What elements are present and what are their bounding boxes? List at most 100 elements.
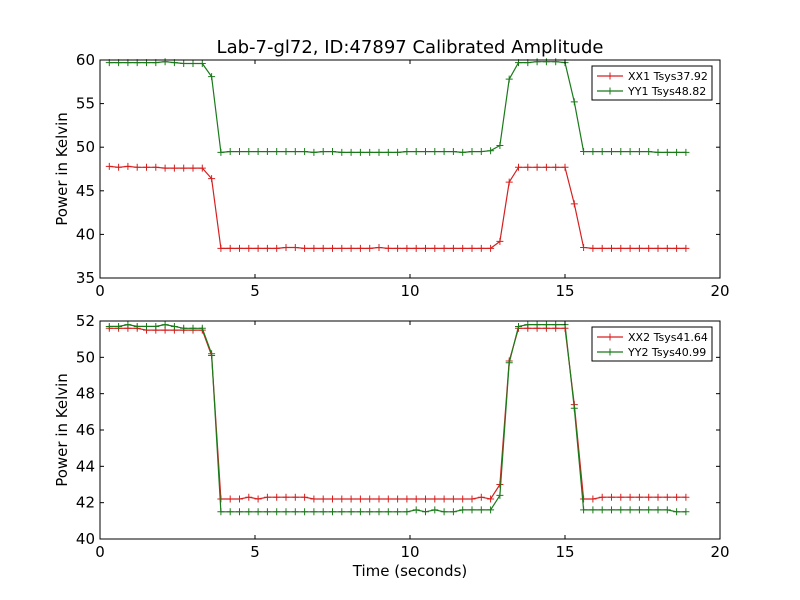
- data-point: [459, 506, 467, 514]
- data-point: [319, 244, 327, 252]
- data-point: [347, 148, 355, 156]
- data-point: [449, 244, 457, 252]
- data-point: [533, 321, 541, 329]
- data-point: [198, 164, 206, 172]
- data-point: [682, 148, 690, 156]
- data-point: [626, 493, 634, 501]
- data-point: [496, 237, 504, 245]
- data-point: [403, 508, 411, 516]
- data-point: [505, 75, 513, 83]
- data-point: [468, 495, 476, 503]
- data-point: [673, 508, 681, 516]
- data-point: [394, 148, 402, 156]
- data-point: [477, 148, 485, 156]
- data-point: [133, 322, 141, 330]
- x-tick-label: 20: [710, 282, 729, 300]
- data-point: [282, 148, 290, 156]
- x-tick-label: 0: [95, 282, 105, 300]
- bottom-y-axis-label: Power in Kelvin: [53, 373, 71, 487]
- data-point: [431, 506, 439, 514]
- data-point: [682, 508, 690, 516]
- data-point: [384, 148, 392, 156]
- data-point: [338, 244, 346, 252]
- data-point: [217, 495, 225, 503]
- data-point: [366, 244, 374, 252]
- y-tick-label: 45: [76, 182, 95, 200]
- data-point: [598, 148, 606, 156]
- data-point: [412, 495, 420, 503]
- data-point: [338, 495, 346, 503]
- data-point: [161, 58, 169, 66]
- data-point: [236, 495, 243, 503]
- data-point: [617, 244, 625, 252]
- data-point: [198, 59, 206, 67]
- data-point: [682, 493, 690, 501]
- legend-marker: [606, 333, 614, 341]
- data-point: [496, 491, 504, 499]
- data-point: [319, 148, 327, 156]
- data-point: [663, 506, 671, 514]
- data-point: [310, 495, 318, 503]
- top-y-axis-label: Power in Kelvin: [53, 112, 71, 226]
- data-point: [403, 244, 411, 252]
- data-point: [356, 495, 364, 503]
- y-tick-label: 55: [76, 95, 95, 113]
- data-point: [663, 148, 671, 156]
- data-point: [440, 495, 448, 503]
- data-point: [180, 59, 188, 67]
- data-point: [654, 148, 662, 156]
- data-point: [617, 493, 625, 501]
- data-point: [487, 495, 495, 503]
- data-point: [329, 148, 336, 156]
- data-point: [208, 350, 216, 358]
- panel-top: 0 5 10 15 20 35 40 45 50 55 60 XX1 Tsys37.92 YY1 Tsy…: [76, 51, 730, 300]
- data-point: [143, 163, 150, 171]
- data-point: [449, 148, 457, 156]
- data-point: [431, 244, 439, 252]
- y-tick-label: 42: [76, 494, 95, 512]
- data-point: [645, 148, 653, 156]
- data-point: [366, 148, 374, 156]
- legend: XX1 Tsys37.92 YY1 Tsys48.82: [591, 65, 713, 101]
- data-point: [189, 59, 197, 67]
- data-point: [635, 493, 643, 501]
- data-point: [329, 495, 336, 503]
- data-point: [449, 495, 457, 503]
- legend-label: XX2 Tsys41.64: [628, 331, 708, 344]
- data-point: [366, 495, 374, 503]
- data-point: [375, 243, 383, 251]
- data-point: [254, 508, 262, 516]
- data-point: [189, 164, 197, 172]
- data-point: [635, 148, 643, 156]
- data-point: [208, 73, 216, 81]
- data-point: [477, 244, 485, 252]
- data-point: [394, 508, 402, 516]
- data-point: [236, 508, 243, 516]
- data-point: [468, 148, 476, 156]
- data-point: [570, 404, 578, 412]
- data-point: [449, 508, 457, 516]
- x-tick-label: 5: [250, 282, 260, 300]
- data-point: [459, 244, 467, 252]
- data-point: [412, 506, 420, 514]
- panel-bottom: 0 5 10 15 20 40 42 44 46 48 50 52 XX2 Tsys41.64 YY2 T…: [76, 312, 730, 561]
- data-point: [635, 244, 643, 252]
- data-point: [263, 508, 271, 516]
- data-point: [570, 200, 578, 208]
- legend: XX2 Tsys41.64 YY2 Tsys40.99: [591, 326, 713, 362]
- data-point: [273, 148, 281, 156]
- legend-box: [591, 65, 713, 101]
- data-point: [542, 163, 550, 171]
- data-point: [422, 244, 429, 252]
- x-tick-label: 10: [400, 282, 419, 300]
- data-point: [310, 148, 318, 156]
- data-point: [608, 244, 615, 252]
- data-point: [356, 148, 364, 156]
- legend-label: YY1 Tsys48.82: [627, 85, 706, 98]
- data-point: [245, 148, 253, 156]
- data-point: [533, 163, 541, 171]
- data-point: [403, 495, 411, 503]
- data-point: [384, 495, 392, 503]
- data-point: [645, 493, 653, 501]
- data-point: [105, 322, 113, 330]
